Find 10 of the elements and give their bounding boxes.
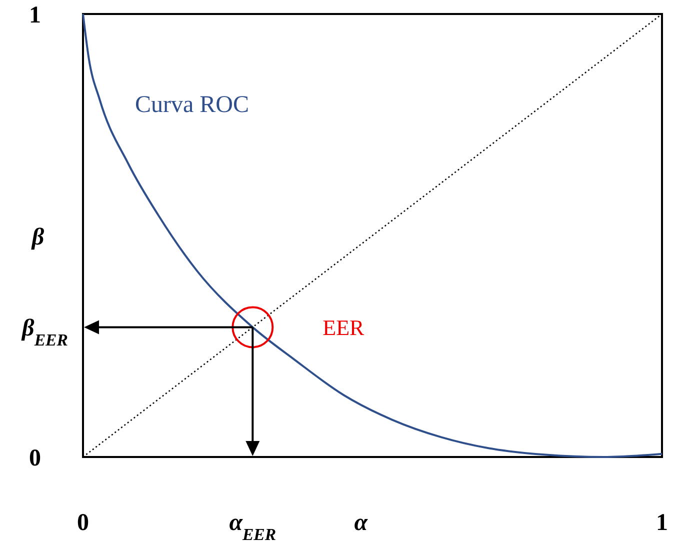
y-tick-label: 1: [29, 2, 41, 28]
x-tick-label: α$_{EER}$: [229, 510, 276, 543]
y-axis-title: β: [30, 224, 45, 250]
x-axis-title: α: [354, 510, 368, 536]
y-tick-label: 0: [29, 445, 41, 472]
y-tick-label: β$_{EER}$: [21, 316, 68, 350]
x-tick-label: 1: [656, 510, 668, 536]
x-tick-label: 0: [77, 510, 89, 536]
annotation: EER: [322, 315, 365, 340]
series-label: Curva ROC: [135, 92, 249, 118]
